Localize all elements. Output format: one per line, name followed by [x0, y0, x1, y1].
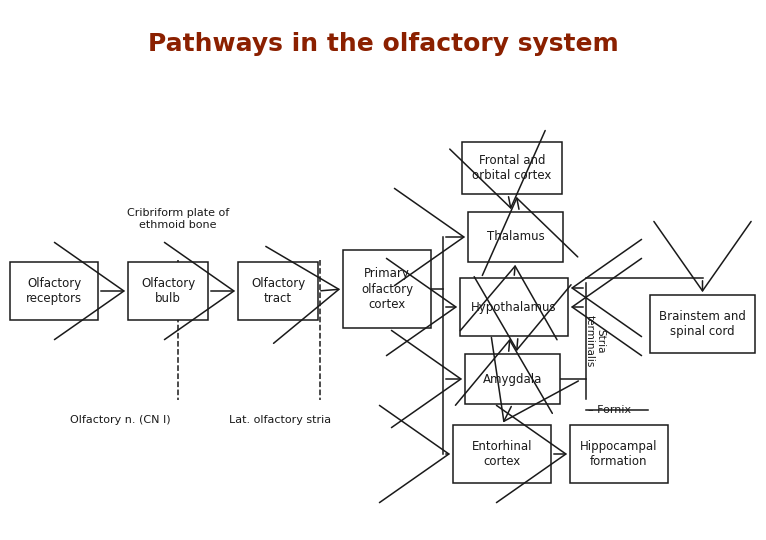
- Text: Brainstem and
spinal cord: Brainstem and spinal cord: [659, 310, 746, 338]
- Text: Olfactory
receptors: Olfactory receptors: [26, 277, 82, 305]
- Bar: [462, 142, 562, 194]
- Text: Thalamus: Thalamus: [486, 231, 545, 244]
- Text: Olfactory
bulb: Olfactory bulb: [141, 277, 195, 305]
- Text: Primary
olfactory
cortex: Primary olfactory cortex: [361, 267, 413, 310]
- Bar: [128, 262, 208, 320]
- Text: Pathways in the olfactory system: Pathways in the olfactory system: [148, 32, 618, 56]
- Text: Hippocampal
formation: Hippocampal formation: [581, 440, 658, 468]
- Text: Cribriform plate of
ethmoid bone: Cribriform plate of ethmoid bone: [127, 208, 229, 230]
- Text: Frontal and
orbital cortex: Frontal and orbital cortex: [473, 154, 552, 182]
- Bar: [10, 262, 98, 320]
- Bar: [453, 425, 551, 483]
- Text: Stria
terminalis: Stria terminalis: [584, 315, 606, 367]
- Bar: [650, 295, 755, 353]
- Text: Olfactory n. (CN I): Olfactory n. (CN I): [70, 415, 170, 425]
- Bar: [570, 425, 668, 483]
- Text: Lat. olfactory stria: Lat. olfactory stria: [229, 415, 331, 425]
- Bar: [343, 250, 431, 328]
- Text: Hypothalamus: Hypothalamus: [471, 300, 557, 314]
- Text: – Fornix: – Fornix: [588, 405, 631, 415]
- Text: Olfactory
tract: Olfactory tract: [251, 277, 305, 305]
- Bar: [465, 354, 560, 404]
- Text: Amygdala: Amygdala: [483, 373, 542, 386]
- Bar: [238, 262, 318, 320]
- Bar: [460, 278, 568, 336]
- Bar: [468, 212, 563, 262]
- Text: Entorhinal
cortex: Entorhinal cortex: [472, 440, 532, 468]
